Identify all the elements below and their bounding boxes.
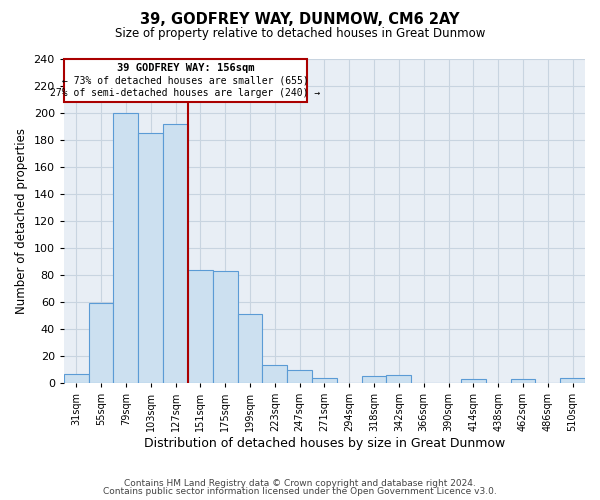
FancyBboxPatch shape	[64, 59, 307, 102]
Bar	[163, 124, 188, 383]
Bar	[138, 134, 163, 383]
Text: ← 73% of detached houses are smaller (655): ← 73% of detached houses are smaller (65…	[62, 76, 309, 86]
Bar	[238, 314, 262, 383]
Bar	[113, 113, 138, 383]
Bar	[362, 376, 386, 383]
Bar	[386, 375, 411, 383]
Bar	[262, 366, 287, 383]
Text: Size of property relative to detached houses in Great Dunmow: Size of property relative to detached ho…	[115, 28, 485, 40]
Bar	[287, 370, 312, 383]
Bar	[213, 271, 238, 383]
Text: Contains public sector information licensed under the Open Government Licence v3: Contains public sector information licen…	[103, 487, 497, 496]
Bar	[188, 270, 213, 383]
Bar	[461, 379, 486, 383]
Text: 27% of semi-detached houses are larger (240) →: 27% of semi-detached houses are larger (…	[50, 88, 320, 98]
Y-axis label: Number of detached properties: Number of detached properties	[15, 128, 28, 314]
Bar	[560, 378, 585, 383]
Text: 39, GODFREY WAY, DUNMOW, CM6 2AY: 39, GODFREY WAY, DUNMOW, CM6 2AY	[140, 12, 460, 28]
Bar	[511, 379, 535, 383]
Text: 39 GODFREY WAY: 156sqm: 39 GODFREY WAY: 156sqm	[116, 64, 254, 74]
Bar	[89, 304, 113, 383]
Bar	[64, 374, 89, 383]
Text: Contains HM Land Registry data © Crown copyright and database right 2024.: Contains HM Land Registry data © Crown c…	[124, 478, 476, 488]
Bar	[312, 378, 337, 383]
X-axis label: Distribution of detached houses by size in Great Dunmow: Distribution of detached houses by size …	[144, 437, 505, 450]
